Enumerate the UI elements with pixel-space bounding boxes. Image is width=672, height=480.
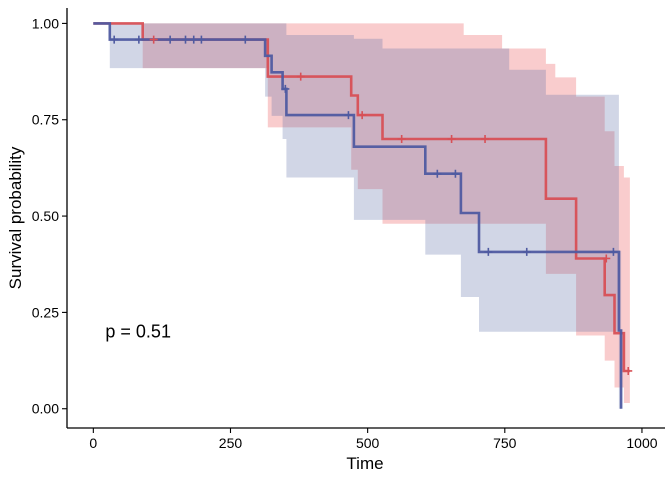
censor-mark-series-2-10	[433, 169, 442, 178]
censor-mark-series-2-1	[110, 35, 119, 44]
x-tick-label: 0	[89, 435, 97, 451]
censor-mark-series-2-5	[189, 35, 198, 44]
x-tick-label: 500	[356, 435, 380, 451]
y-tick-label: 0.50	[32, 208, 59, 224]
y-axis-title: Survival probability	[6, 146, 25, 289]
censor-mark-series-1-2	[296, 72, 305, 81]
axes: 0 250 500 750 1000 0.00 0.25 0.50 0.75 1.00	[32, 8, 665, 451]
censor-mark-series-1-4	[397, 135, 406, 144]
y-tick-label: 0.75	[32, 112, 59, 128]
censor-mark-series-1-5	[447, 135, 456, 144]
censor-marks	[110, 35, 633, 375]
censor-mark-series-1-1	[149, 35, 158, 44]
y-tick-label: 1.00	[32, 15, 59, 31]
censor-mark-series-2-6	[197, 35, 206, 44]
censor-mark-series-2-4	[181, 35, 190, 44]
x-tick-label: 1000	[626, 435, 657, 451]
censor-mark-series-1-7	[602, 254, 611, 263]
x-tick-label: 750	[493, 435, 517, 451]
censor-mark-series-2-14	[609, 247, 618, 256]
censor-mark-series-2-13	[522, 247, 531, 256]
censor-mark-series-1-3	[358, 111, 367, 120]
censor-mark-series-2-12	[484, 247, 493, 256]
censor-mark-series-1-6	[481, 135, 490, 144]
y-tick-label: 0.25	[32, 304, 59, 320]
censor-mark-series-2-7	[241, 35, 250, 44]
censor-mark-series-2-8	[281, 84, 290, 93]
survival-curve-series-1	[93, 22, 630, 373]
ci-band-series-1	[93, 23, 630, 404]
censor-mark-series-2-2	[134, 35, 143, 44]
confidence-bands	[93, 23, 630, 409]
p-value-annotation: p = 0.51	[105, 322, 171, 342]
ci-band-series-2	[93, 23, 622, 409]
x-axis-title: Time	[346, 454, 383, 473]
censor-mark-series-2-9	[344, 111, 353, 120]
censor-mark-series-1-8	[624, 366, 633, 375]
y-tick-label: 0.00	[32, 401, 59, 417]
x-tick-label: 250	[219, 435, 243, 451]
censor-mark-series-2-3	[166, 35, 175, 44]
censor-mark-series-2-11	[451, 169, 460, 178]
